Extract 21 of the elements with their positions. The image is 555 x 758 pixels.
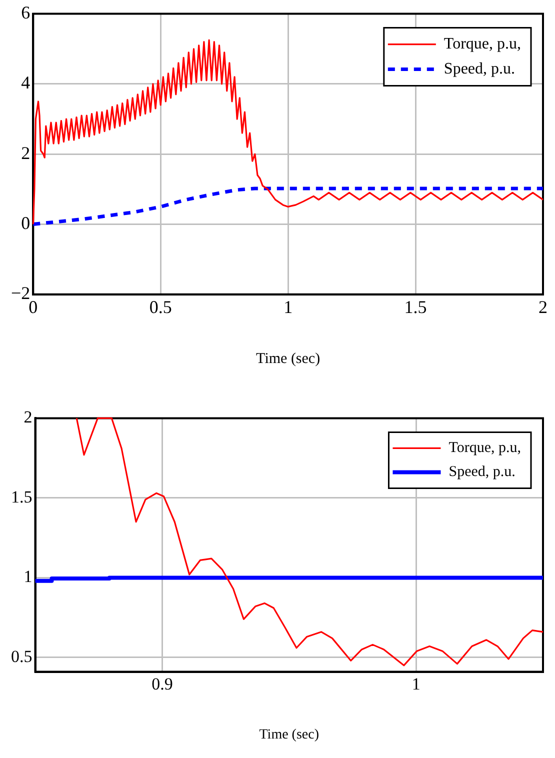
x-tick-label: 0.9	[152, 674, 173, 694]
x-axis-title: Time (sec)	[256, 350, 320, 367]
y-tick-label: 0	[21, 212, 30, 233]
y-tick-label: 0.5	[11, 646, 32, 666]
y-tick-label: 1.5	[11, 487, 32, 506]
y-tick-label: 2	[21, 142, 30, 163]
y-tick-label: −2	[10, 283, 30, 304]
line-series	[31, 186, 545, 226]
legend-label: Speed, p.u.	[444, 60, 516, 78]
legend-label: Torque, p.u,	[444, 36, 522, 53]
x-tick-label: 1.5	[404, 296, 427, 317]
x-tick-label: 0.5	[149, 296, 172, 317]
legend-label: Torque, p.u,	[448, 440, 522, 456]
x-tick-label: 1	[284, 296, 293, 317]
x-axis-title: Time (sec)	[259, 727, 320, 742]
y-tick-label: 1	[24, 567, 32, 586]
y-tick-label: 4	[21, 72, 30, 93]
y-tick-label: 2	[24, 408, 32, 427]
y-tick-label: 6	[21, 2, 30, 23]
x-tick-label: 2	[538, 296, 548, 317]
legend-label: Speed, p.u.	[448, 464, 516, 480]
